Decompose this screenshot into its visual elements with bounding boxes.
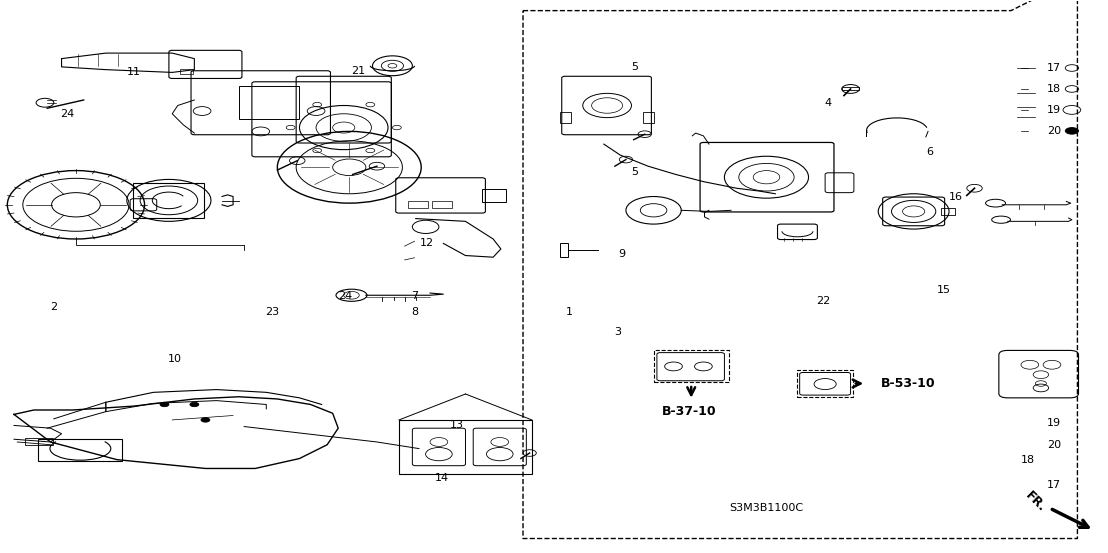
Circle shape	[1065, 128, 1078, 134]
Text: 18: 18	[1047, 84, 1061, 94]
Text: 13: 13	[450, 420, 463, 430]
Text: 1: 1	[566, 307, 573, 317]
Text: 5: 5	[632, 62, 638, 72]
Circle shape	[160, 402, 168, 406]
Bar	[798, 371, 853, 397]
Bar	[399, 420, 532, 474]
Text: 23: 23	[265, 307, 279, 317]
Bar	[560, 243, 568, 257]
Text: 12: 12	[420, 238, 434, 248]
Text: 24: 24	[60, 109, 74, 119]
Text: S3M3B1100C: S3M3B1100C	[729, 503, 803, 513]
Bar	[842, 87, 860, 90]
Text: 21: 21	[351, 66, 366, 76]
Text: B-53-10: B-53-10	[881, 377, 935, 390]
Text: 19: 19	[1047, 418, 1061, 427]
Text: 17: 17	[1047, 63, 1061, 73]
Text: 10: 10	[167, 354, 182, 364]
Bar	[942, 208, 955, 215]
Text: FR.: FR.	[1023, 489, 1048, 514]
Text: 18: 18	[1020, 455, 1035, 465]
Text: 24: 24	[338, 291, 352, 301]
Text: 4: 4	[824, 98, 832, 108]
Bar	[39, 439, 122, 461]
Text: 3: 3	[615, 327, 622, 337]
Text: B-37-10: B-37-10	[661, 405, 716, 418]
Text: 20: 20	[1047, 440, 1061, 450]
Text: 20: 20	[1047, 126, 1061, 136]
Text: 16: 16	[948, 191, 963, 201]
Text: 8: 8	[411, 307, 418, 317]
Text: 11: 11	[126, 67, 141, 77]
Text: 15: 15	[936, 285, 951, 295]
Bar	[654, 351, 729, 383]
Bar	[238, 86, 299, 119]
Text: 22: 22	[815, 296, 830, 306]
Bar	[432, 201, 452, 208]
Bar	[133, 182, 204, 218]
Bar	[560, 112, 571, 123]
Text: 6: 6	[926, 148, 934, 158]
Circle shape	[189, 402, 198, 406]
Text: 17: 17	[1047, 480, 1061, 490]
Text: 2: 2	[50, 302, 58, 312]
Bar	[643, 112, 654, 123]
Text: 14: 14	[435, 473, 450, 483]
Bar	[408, 201, 428, 208]
Text: 7: 7	[411, 291, 418, 301]
Text: 19: 19	[1047, 105, 1061, 115]
Text: 9: 9	[618, 249, 625, 259]
Text: 5: 5	[632, 166, 638, 177]
Bar	[482, 189, 506, 202]
Bar	[179, 69, 193, 74]
Bar	[25, 438, 53, 445]
Circle shape	[201, 418, 209, 422]
